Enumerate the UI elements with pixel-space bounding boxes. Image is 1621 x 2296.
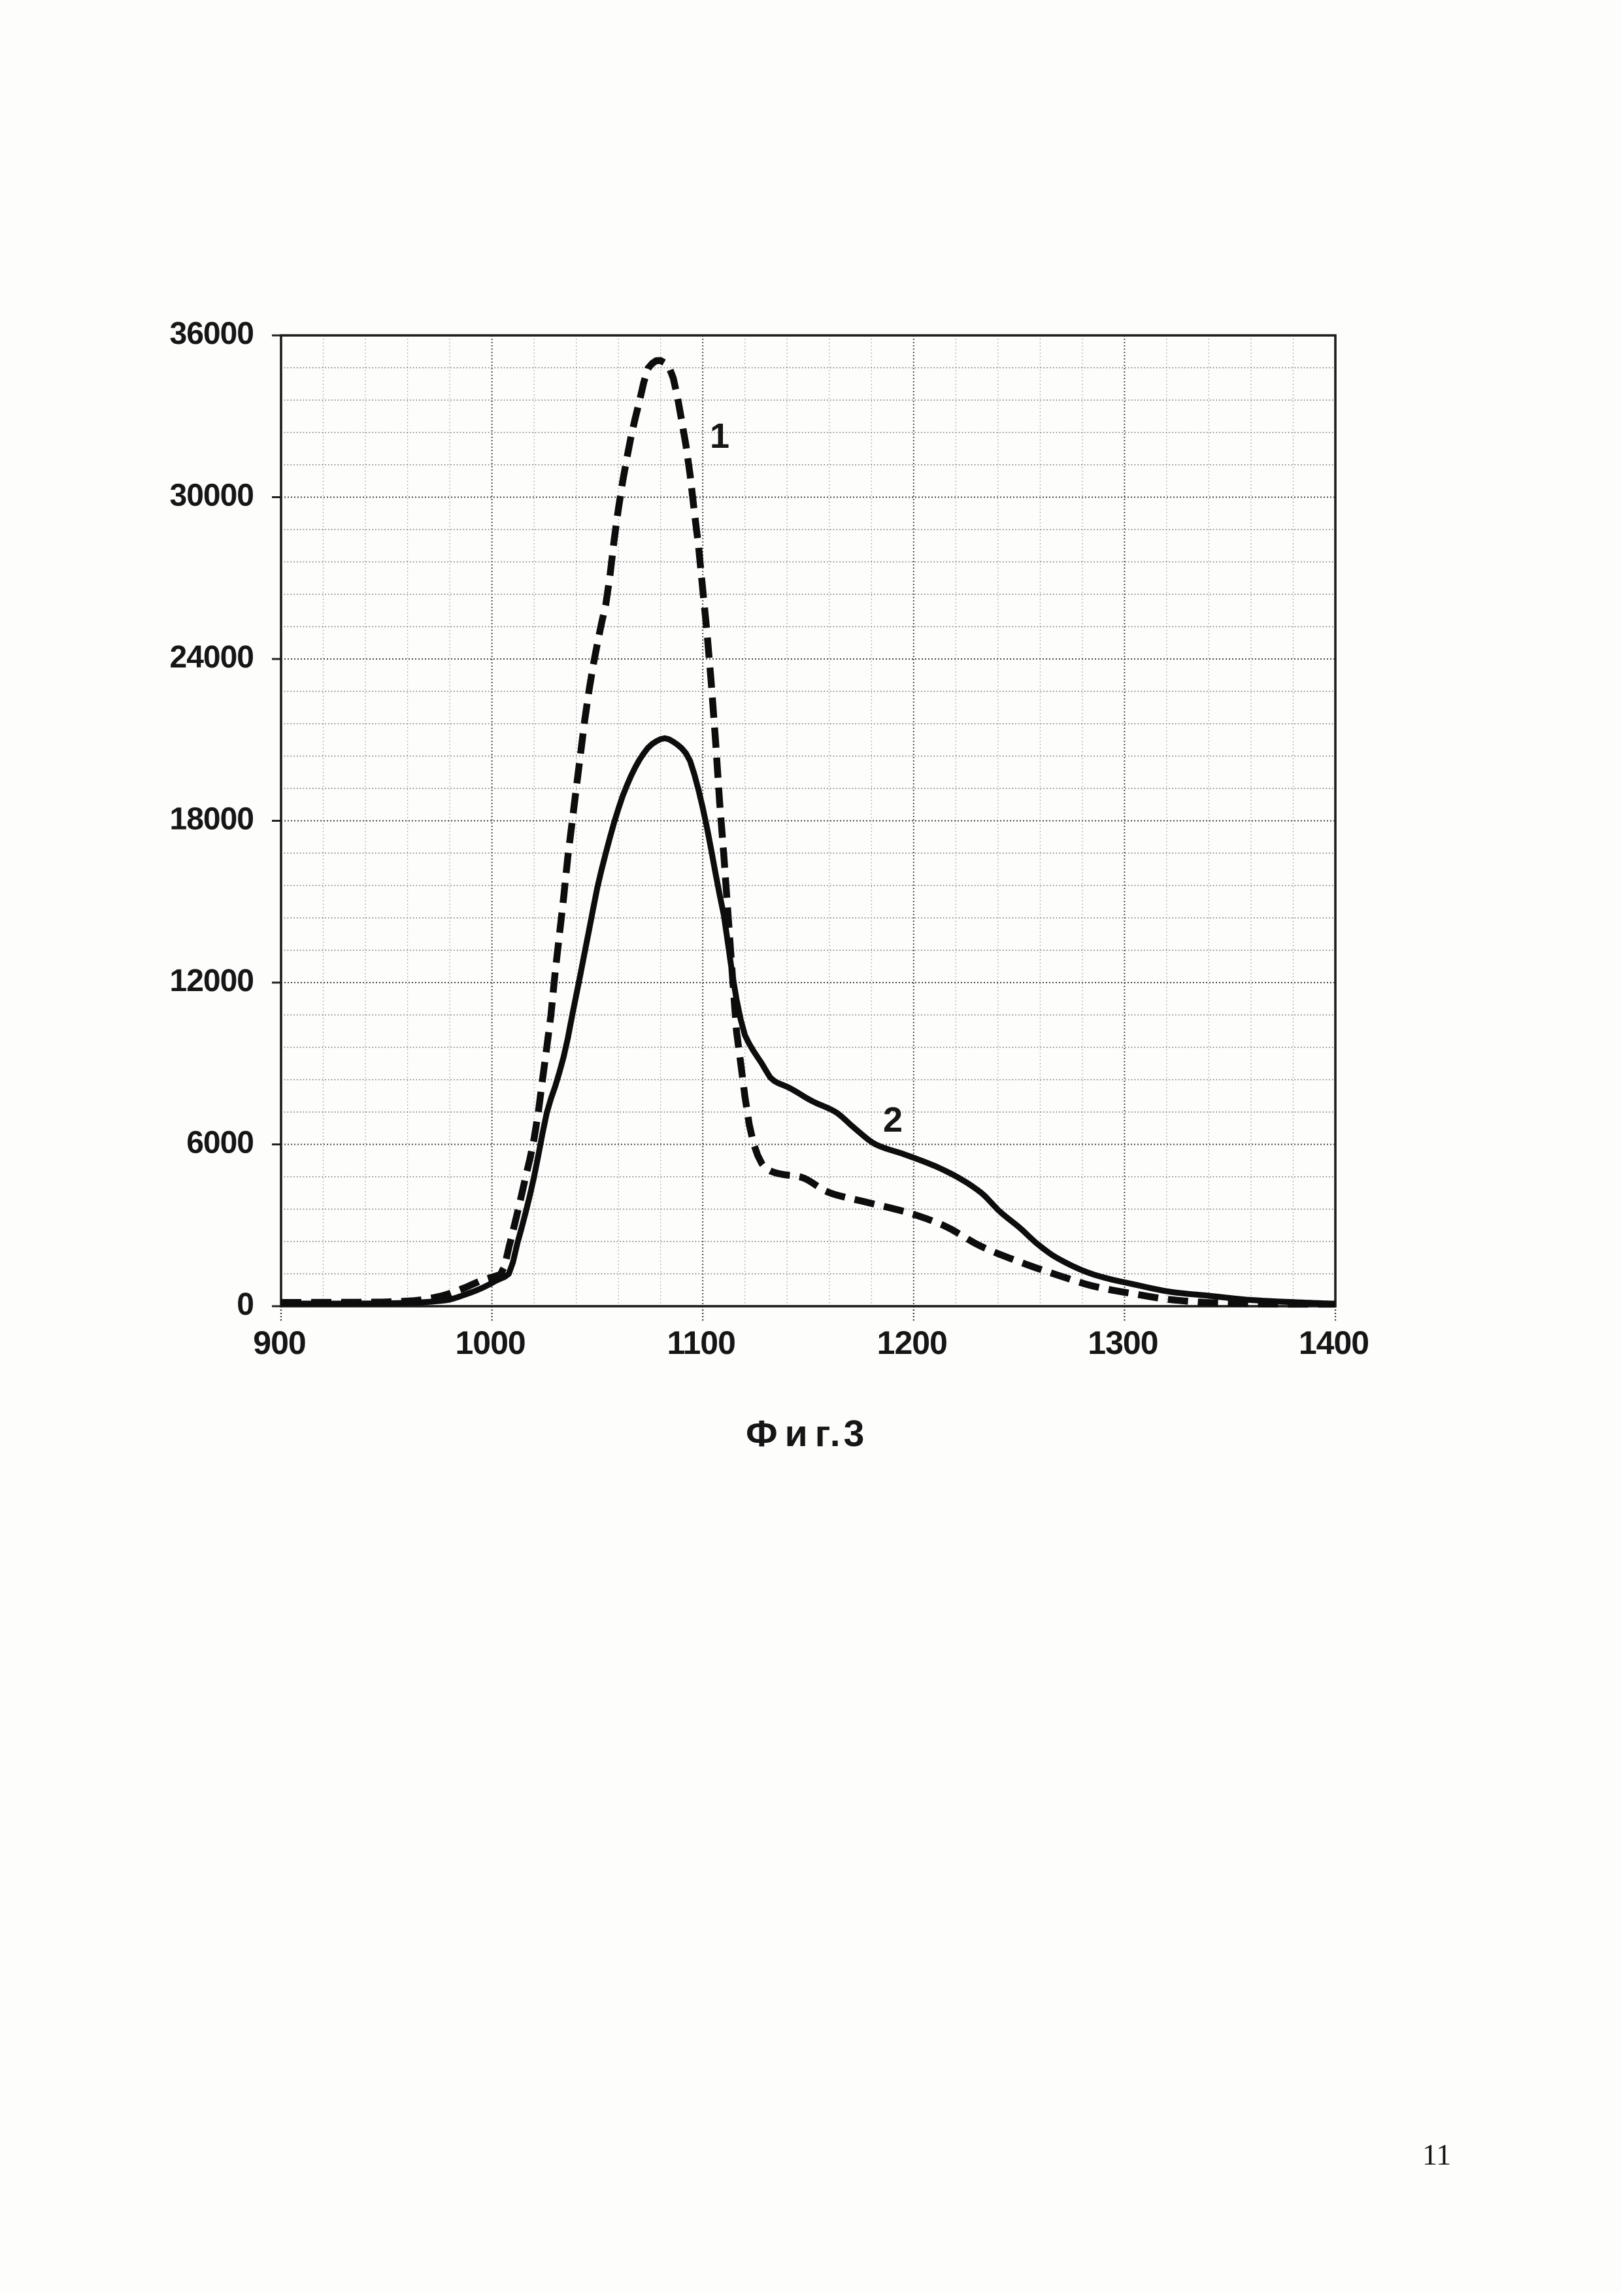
svg-text:36000: 36000 <box>170 316 254 351</box>
svg-text:6000: 6000 <box>186 1126 254 1160</box>
svg-text:2: 2 <box>883 1100 903 1140</box>
svg-text:Фиг.3: Фи г.3 <box>746 1413 867 1455</box>
svg-text:1000: 1000 <box>455 1325 525 1361</box>
svg-text:1: 1 <box>710 416 729 456</box>
svg-text:1200: 1200 <box>877 1325 947 1361</box>
svg-text:1400: 1400 <box>1299 1325 1369 1361</box>
svg-text:1100: 1100 <box>667 1325 735 1361</box>
svg-text:30000: 30000 <box>170 479 254 513</box>
svg-text:1300: 1300 <box>1088 1325 1158 1361</box>
svg-text:900: 900 <box>253 1325 305 1361</box>
svg-text:12000: 12000 <box>170 964 254 998</box>
svg-text:24000: 24000 <box>170 640 254 675</box>
svg-text:18000: 18000 <box>170 802 254 837</box>
svg-text:11: 11 <box>1422 2138 1451 2171</box>
svg-text:0: 0 <box>237 1287 254 1322</box>
